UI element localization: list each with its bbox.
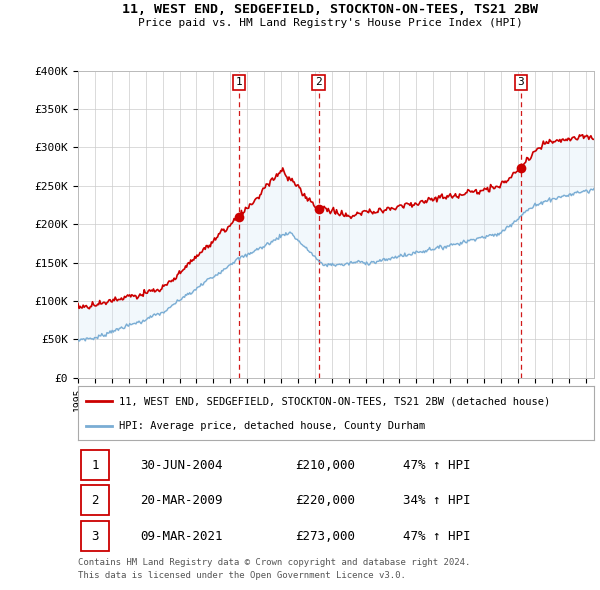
Text: Contains HM Land Registry data © Crown copyright and database right 2024.: Contains HM Land Registry data © Crown c… bbox=[78, 558, 470, 566]
Text: 2: 2 bbox=[91, 493, 98, 507]
Text: 09-MAR-2021: 09-MAR-2021 bbox=[140, 530, 223, 543]
Text: This data is licensed under the Open Government Licence v3.0.: This data is licensed under the Open Gov… bbox=[78, 571, 406, 579]
Text: 34% ↑ HPI: 34% ↑ HPI bbox=[403, 493, 470, 507]
Text: 1: 1 bbox=[91, 458, 98, 471]
Text: 47% ↑ HPI: 47% ↑ HPI bbox=[403, 530, 470, 543]
FancyBboxPatch shape bbox=[80, 485, 109, 515]
Text: Price paid vs. HM Land Registry's House Price Index (HPI): Price paid vs. HM Land Registry's House … bbox=[137, 18, 523, 28]
FancyBboxPatch shape bbox=[80, 521, 109, 551]
Text: HPI: Average price, detached house, County Durham: HPI: Average price, detached house, Coun… bbox=[119, 421, 425, 431]
Text: 20-MAR-2009: 20-MAR-2009 bbox=[140, 493, 223, 507]
Text: 11, WEST END, SEDGEFIELD, STOCKTON-ON-TEES, TS21 2BW (detached house): 11, WEST END, SEDGEFIELD, STOCKTON-ON-TE… bbox=[119, 396, 551, 407]
Text: 11, WEST END, SEDGEFIELD, STOCKTON-ON-TEES, TS21 2BW: 11, WEST END, SEDGEFIELD, STOCKTON-ON-TE… bbox=[122, 3, 538, 16]
FancyBboxPatch shape bbox=[80, 450, 109, 480]
Text: £273,000: £273,000 bbox=[295, 530, 355, 543]
Text: 2: 2 bbox=[315, 77, 322, 87]
Text: 30-JUN-2004: 30-JUN-2004 bbox=[140, 458, 223, 471]
Text: 47% ↑ HPI: 47% ↑ HPI bbox=[403, 458, 470, 471]
Text: 3: 3 bbox=[518, 77, 524, 87]
Text: £210,000: £210,000 bbox=[295, 458, 355, 471]
Text: 3: 3 bbox=[91, 530, 98, 543]
Text: £220,000: £220,000 bbox=[295, 493, 355, 507]
Text: 1: 1 bbox=[235, 77, 242, 87]
